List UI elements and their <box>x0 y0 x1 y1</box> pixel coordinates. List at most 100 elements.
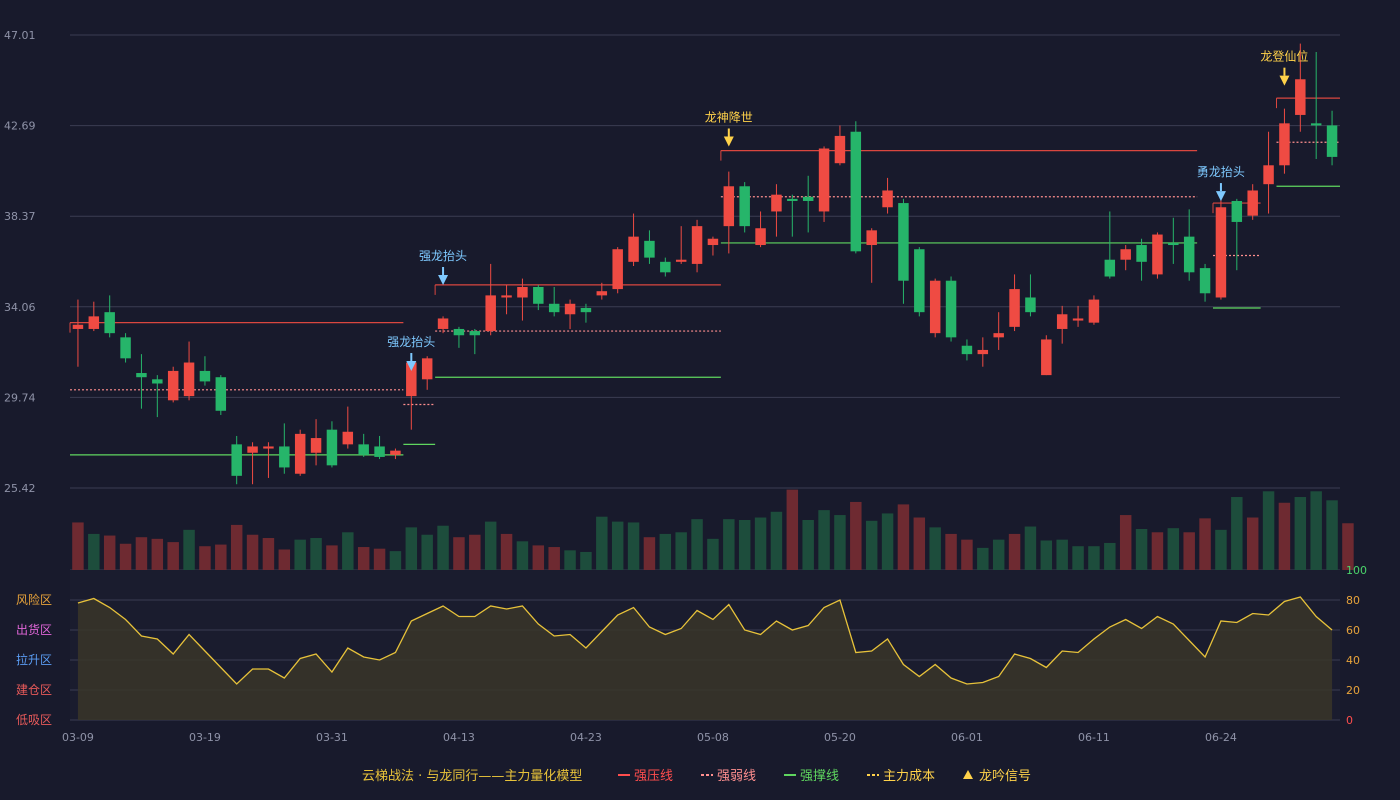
price-axis-labels: 47.01 42.69 38.37 34.06 29.74 25.42 <box>4 29 36 495</box>
price-tick-label: 25.42 <box>4 482 36 495</box>
volume-bar <box>1119 515 1132 570</box>
volume-bar <box>564 550 576 570</box>
volume-bar <box>167 542 179 570</box>
candle-up <box>596 291 608 296</box>
candle-up <box>406 362 417 397</box>
volume-bar <box>1278 502 1291 570</box>
candle-up <box>675 259 687 262</box>
volume-bar <box>1215 529 1227 570</box>
candle-down <box>548 303 560 313</box>
legend-label: 主力成本 <box>883 769 935 784</box>
candle-down <box>104 312 115 334</box>
candle-up <box>723 186 735 227</box>
legend-label: 强撑线 <box>800 769 839 784</box>
date-tick-label: 06-24 <box>1205 731 1237 744</box>
volume-bar <box>484 521 497 570</box>
candle-down <box>152 379 163 384</box>
volume-bar <box>913 517 926 570</box>
indicator-tick-label: 0 <box>1346 714 1353 727</box>
date-tick-label: 06-11 <box>1078 731 1110 744</box>
candle-up <box>247 446 258 453</box>
date-tick-label: 06-01 <box>951 731 983 744</box>
candle-down <box>898 203 909 281</box>
candle-up <box>628 236 639 262</box>
volume-bar <box>929 527 941 570</box>
volume-bar <box>1231 497 1243 570</box>
volume-bar <box>453 537 465 570</box>
candle-down <box>279 446 290 468</box>
candle-up <box>564 303 576 315</box>
volume-bar <box>1040 540 1053 570</box>
volume-bar <box>754 517 767 570</box>
candle-up <box>1215 207 1227 298</box>
volume-bar <box>1056 539 1068 570</box>
volume-bar <box>707 538 719 570</box>
candle-up <box>342 431 354 445</box>
volume-bar <box>1326 500 1338 570</box>
date-tick-label: 04-13 <box>443 731 475 744</box>
candle-up <box>755 228 766 246</box>
volume-bar <box>357 547 370 570</box>
legend-triangle-icon <box>963 770 973 779</box>
volume-bar <box>818 510 830 570</box>
candle-up <box>612 249 623 290</box>
volume-bar <box>1088 546 1100 570</box>
volume-bar <box>1310 491 1322 570</box>
indicator-tick-label: 100 <box>1346 564 1367 577</box>
volume-bar <box>342 532 354 570</box>
candle-up <box>1072 318 1084 321</box>
signal-arrow-icon <box>1279 75 1290 86</box>
candle-down <box>914 249 925 313</box>
date-tick-label: 04-23 <box>570 731 602 744</box>
volume-bar <box>421 534 433 570</box>
candle-up <box>517 286 528 298</box>
volume-bar <box>437 525 449 570</box>
date-tick-label: 05-20 <box>824 731 856 744</box>
volume-bar <box>88 533 100 570</box>
volume-bar <box>1167 528 1180 570</box>
candle-down <box>533 286 544 304</box>
volume-bar <box>770 511 783 570</box>
candle-down <box>326 429 338 466</box>
volume-bar <box>802 519 814 570</box>
candle-down <box>1136 245 1147 262</box>
volume-bar <box>119 543 132 570</box>
signal-label: 龙登仙位 <box>1260 49 1308 64</box>
candle-up <box>1279 123 1290 166</box>
price-tick-label: 42.69 <box>4 120 36 133</box>
signal-arrow-icon <box>723 136 734 147</box>
candle-down <box>961 345 973 355</box>
support-resistance-lines <box>69 97 1340 456</box>
legend-label: 强弱线 <box>717 769 756 784</box>
volume-bar <box>230 524 243 570</box>
volume-bar <box>1199 518 1211 570</box>
volume-bar <box>405 527 418 570</box>
candle-up <box>72 324 84 329</box>
volume-bar <box>881 513 894 570</box>
volume-bar <box>1104 542 1116 570</box>
candle-up <box>1247 190 1258 216</box>
candle-down <box>850 131 862 252</box>
candle-up <box>263 446 274 449</box>
candles <box>72 43 1338 485</box>
candle-down <box>1231 200 1243 222</box>
volume-bar <box>865 520 878 570</box>
volume-bar <box>103 535 116 570</box>
zone-label: 建仓区 <box>16 683 52 697</box>
volume-bar <box>1024 526 1037 570</box>
candle-down <box>945 280 957 338</box>
volume-bar <box>373 548 386 570</box>
volume-bar <box>326 545 338 570</box>
volume-bar <box>580 551 592 570</box>
volume-bar <box>1294 497 1307 570</box>
volume-bar <box>850 501 862 570</box>
date-tick-label: 03-31 <box>316 731 348 744</box>
volume-bar <box>500 533 513 570</box>
date-tick-label: 03-09 <box>62 731 94 744</box>
candle-down <box>231 444 242 476</box>
price-tick-label: 29.74 <box>4 391 36 404</box>
candle-up <box>485 295 496 332</box>
